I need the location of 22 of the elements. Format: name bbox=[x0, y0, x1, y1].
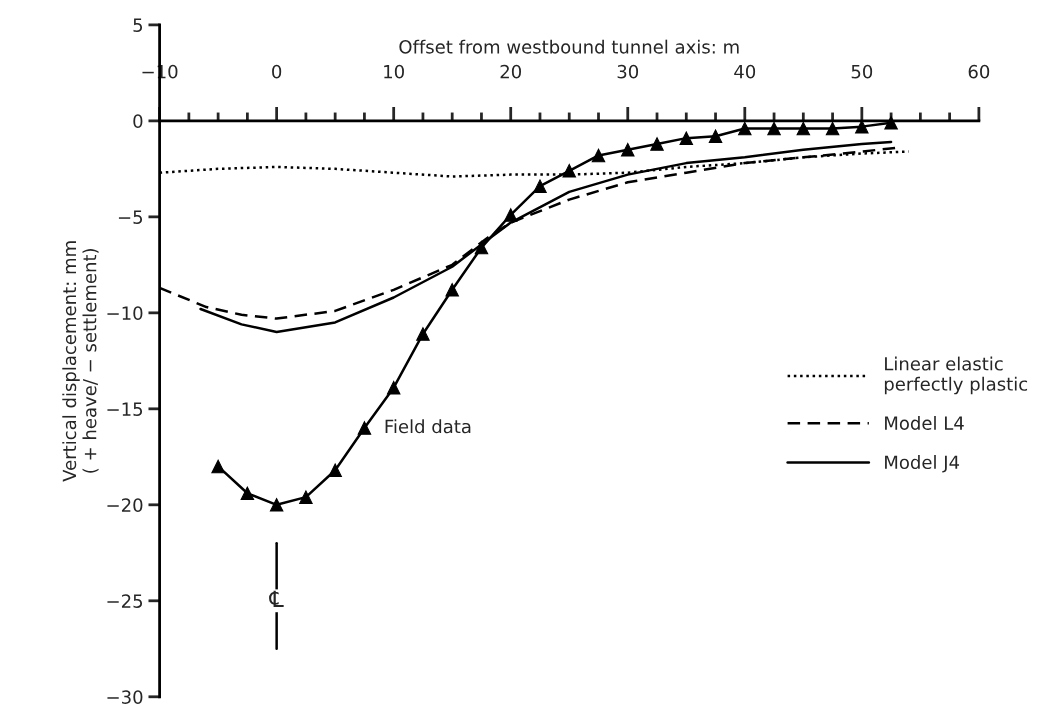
legend-label: Linear elastic perfectly plastic bbox=[884, 356, 1028, 395]
x-tick-label: 30 bbox=[617, 64, 639, 79]
x-tick-label: 20 bbox=[500, 64, 522, 79]
x-tick-label: 0 bbox=[272, 64, 282, 79]
legend-label: Model L4 bbox=[885, 415, 964, 430]
y-axis-title: Vertical displacement: mm ( + heave/ − settlement) bbox=[62, 241, 99, 482]
y-tick-label: −20 bbox=[107, 498, 143, 512]
x-axis-title: Offset from westbound tunnel axis: m bbox=[399, 39, 739, 54]
y-tick-label: −25 bbox=[107, 594, 143, 608]
x-tick-label: 40 bbox=[734, 64, 756, 79]
annotation: ℄ bbox=[269, 590, 284, 607]
legend-label: Model J4 bbox=[885, 455, 960, 473]
annotation: Field data bbox=[385, 419, 471, 434]
y-tick-label: 5 bbox=[133, 18, 143, 32]
y-tick-label: −5 bbox=[118, 210, 143, 224]
x-tick-label: 60 bbox=[968, 64, 990, 79]
x-tick-label: 10 bbox=[384, 64, 404, 79]
y-tick-label: −15 bbox=[107, 402, 143, 416]
y-tick-label: −30 bbox=[107, 690, 143, 704]
x-tick-label: 50 bbox=[851, 64, 873, 79]
y-tick-label: −10 bbox=[107, 306, 143, 320]
y-tick-label: 0 bbox=[133, 114, 143, 128]
